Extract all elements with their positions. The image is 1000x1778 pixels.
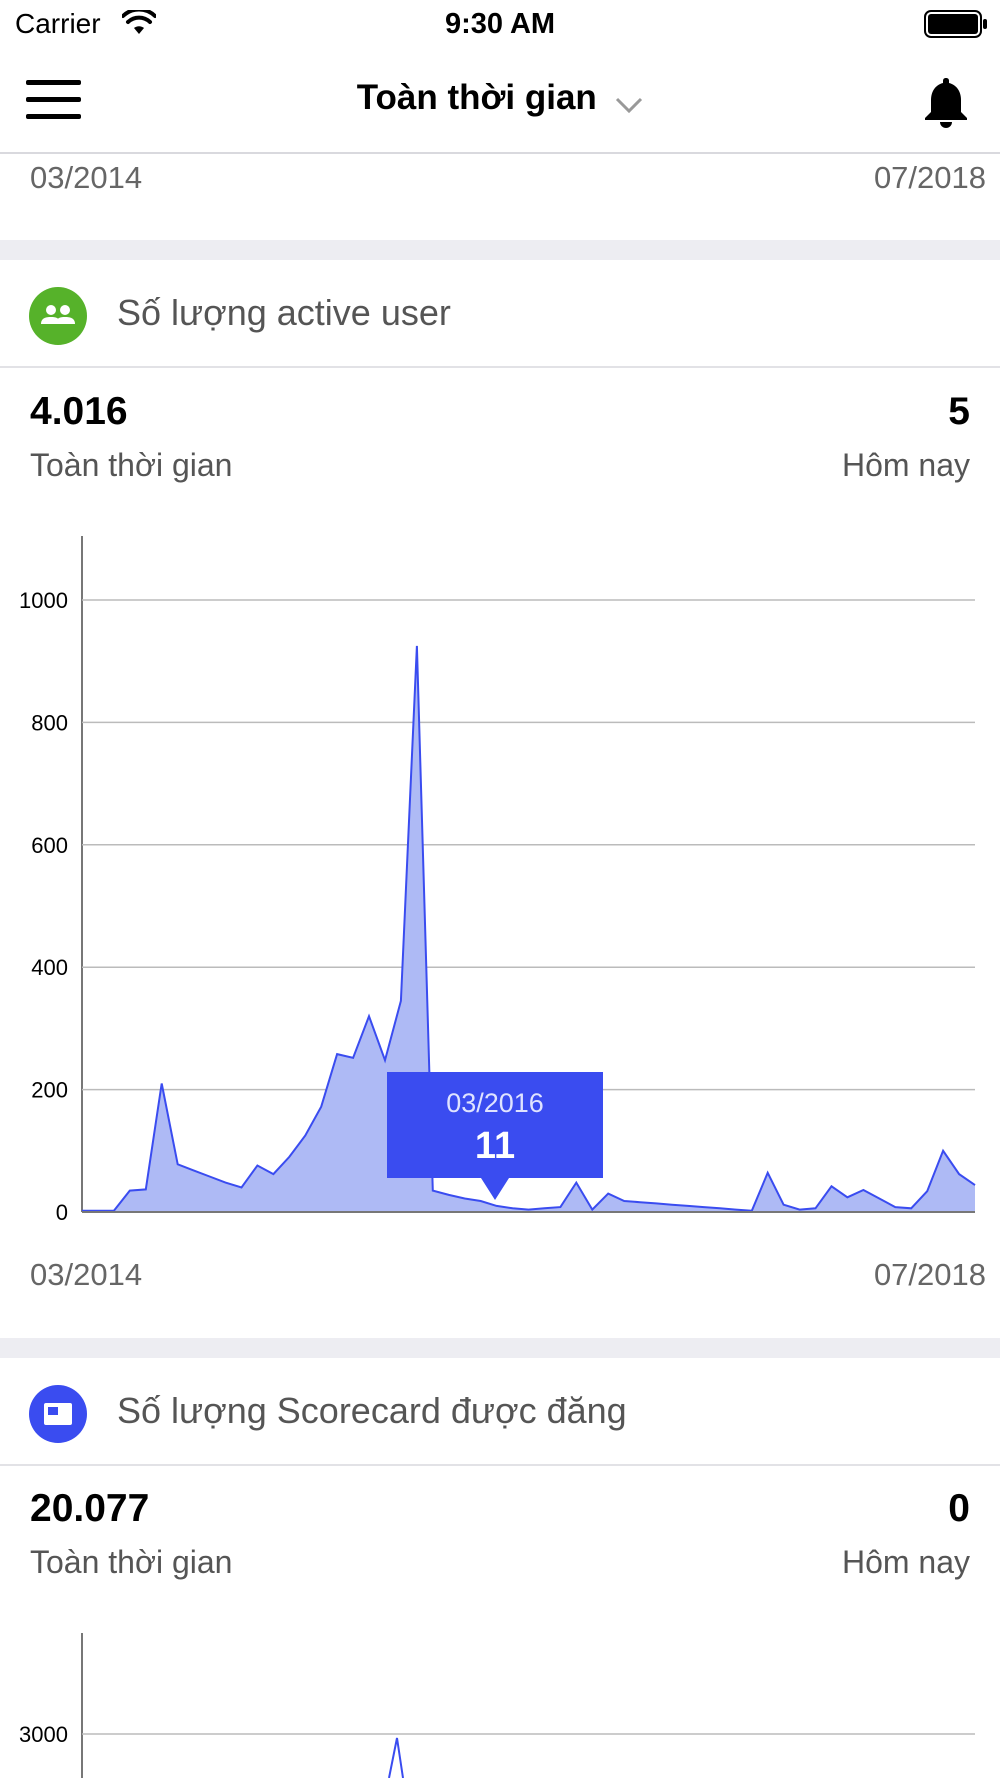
status-time: 9:30 AM (444, 8, 556, 40)
scorecard-header: Số lượng Scorecard được đăng (0, 1360, 1000, 1466)
tooltip-value: 11 (475, 1125, 515, 1167)
scorecard-icon (29, 1385, 87, 1443)
today-label: Hôm nay (841, 1544, 970, 1580)
total-label: Toàn thời gian (30, 1544, 233, 1580)
y-tick-label: 0 (56, 1200, 68, 1225)
nav-title[interactable]: Toàn thời gian (356, 78, 597, 117)
today-label: Hôm nay (841, 447, 970, 483)
status-bar: Carrier 9:30 AM (0, 0, 1000, 50)
today-active-users-value: 5 (948, 390, 970, 433)
range-start-label: 03/2014 (30, 160, 143, 195)
y-tick-label: 200 (31, 1078, 68, 1103)
range-end-label: 07/2018 (873, 1257, 986, 1292)
section-divider (0, 240, 1000, 260)
tooltip-pointer (481, 1178, 509, 1200)
section-title: Số lượng active user (117, 292, 451, 333)
section-divider (0, 1338, 1000, 1358)
wifi-icon (122, 10, 156, 34)
users-icon (29, 287, 87, 345)
range-start-label: 03/2014 (30, 1257, 143, 1292)
active-users-chart[interactable]: 0 200 400 600 800 1000 03/2016 11 (0, 520, 1000, 1240)
today-scorecards-value: 0 (948, 1487, 970, 1530)
chart-tooltip: 03/2016 11 (387, 1072, 603, 1200)
area-fill (82, 645, 975, 1212)
carrier-label: Carrier (15, 8, 101, 39)
y-tick-label: 400 (31, 955, 68, 980)
hamburger-menu-icon[interactable] (26, 80, 81, 120)
y-tick-label: 600 (31, 833, 68, 858)
total-scorecards-value: 20.077 (30, 1487, 150, 1530)
navigation-bar: Toàn thời gian (0, 50, 1000, 154)
tooltip-date: 03/2016 (446, 1088, 544, 1118)
time-range-selector[interactable]: Toàn thời gian (0, 78, 1000, 118)
y-tick-label: 800 (31, 710, 68, 735)
range-end-label: 07/2018 (873, 160, 986, 195)
bell-icon[interactable] (922, 76, 970, 128)
y-tick-label: 1000 (19, 588, 68, 613)
tooltip-box (387, 1072, 603, 1178)
previous-chart-date-range: 03/2014 07/2018 (0, 160, 1000, 200)
battery-icon (924, 10, 987, 38)
section-title: Số lượng Scorecard được đăng (117, 1390, 627, 1431)
series-line (82, 645, 976, 1212)
y-tick-label: 3000 (19, 1722, 68, 1747)
chevron-down-icon[interactable] (615, 95, 643, 115)
active-users-date-range: 03/2014 07/2018 (0, 1257, 1000, 1297)
active-users-header: Số lượng active user (0, 262, 1000, 368)
total-active-users-value: 4.016 (30, 390, 128, 433)
series-line (388, 1737, 404, 1778)
total-label: Toàn thời gian (30, 447, 233, 483)
scorecards-chart[interactable]: 3000 (0, 1630, 1000, 1778)
